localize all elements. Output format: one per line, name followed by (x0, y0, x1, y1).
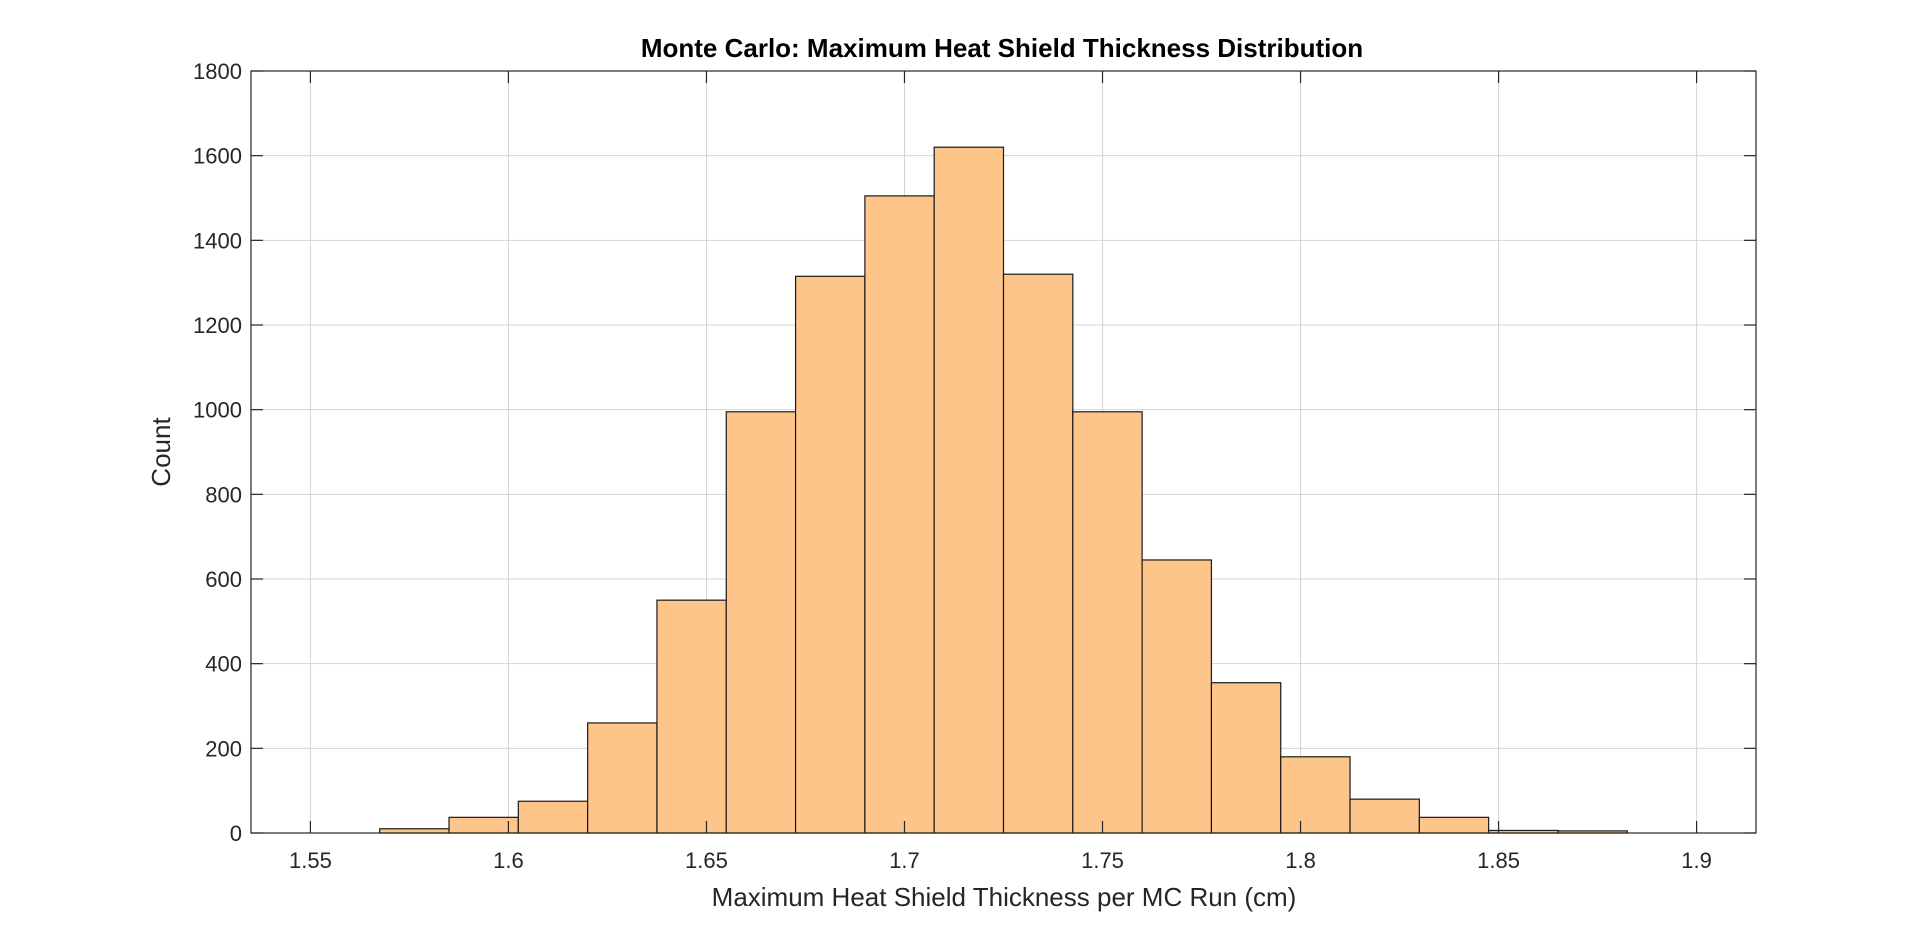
y-axis-tick-labels: 0 200 400 600 800 1000 1200 1400 1600 1800 (193, 59, 242, 846)
y-tick-label: 1400 (193, 228, 242, 253)
y-tick-label: 1000 (193, 398, 242, 423)
y-tick-label: 400 (205, 652, 242, 677)
histogram-bar (725, 411, 797, 834)
x-axis-tick-labels: 1.55 1.6 1.65 1.7 1.75 1.8 1.85 1.9 (289, 848, 1712, 873)
histogram-bar (1072, 411, 1143, 834)
x-tick-label: 1.7 (889, 848, 920, 873)
histogram-bar (587, 722, 658, 834)
histogram-bar (1418, 816, 1490, 834)
histogram-bar (1280, 756, 1351, 834)
histogram-bar (656, 599, 727, 834)
chart-title: Monte Carlo: Maximum Heat Shield Thickne… (641, 33, 1363, 63)
y-tick-label: 800 (205, 482, 242, 507)
histogram-bar (1210, 682, 1282, 834)
x-tick-label: 1.9 (1681, 848, 1712, 873)
y-tick-label: 600 (205, 567, 242, 592)
histogram-bar (1349, 798, 1420, 834)
x-tick-label: 1.65 (685, 848, 728, 873)
x-tick-label: 1.55 (289, 848, 332, 873)
x-tick-label: 1.8 (1285, 848, 1316, 873)
y-tick-label: 1800 (193, 59, 242, 84)
histogram-bar (379, 828, 450, 834)
y-tick-label: 1600 (193, 144, 242, 169)
x-tick-label: 1.85 (1477, 848, 1520, 873)
y-tick-label: 0 (230, 821, 242, 846)
x-axis-label: Maximum Heat Shield Thickness per MC Run… (712, 882, 1297, 912)
histogram-bar (517, 800, 589, 834)
x-tick-label: 1.6 (493, 848, 524, 873)
histogram-bar (1002, 273, 1074, 834)
y-axis-label: Count (146, 417, 176, 487)
y-tick-label: 1200 (193, 313, 242, 338)
x-tick-label: 1.75 (1081, 848, 1124, 873)
histogram-bar (933, 146, 1005, 834)
axis-ticks (251, 70, 1756, 834)
y-tick-label: 200 (205, 736, 242, 761)
plot-area-frame (250, 70, 1757, 834)
histogram-bar (864, 195, 935, 834)
histogram-bars (379, 146, 1628, 834)
histogram-bar (1141, 559, 1213, 834)
histogram-bar (794, 275, 866, 834)
